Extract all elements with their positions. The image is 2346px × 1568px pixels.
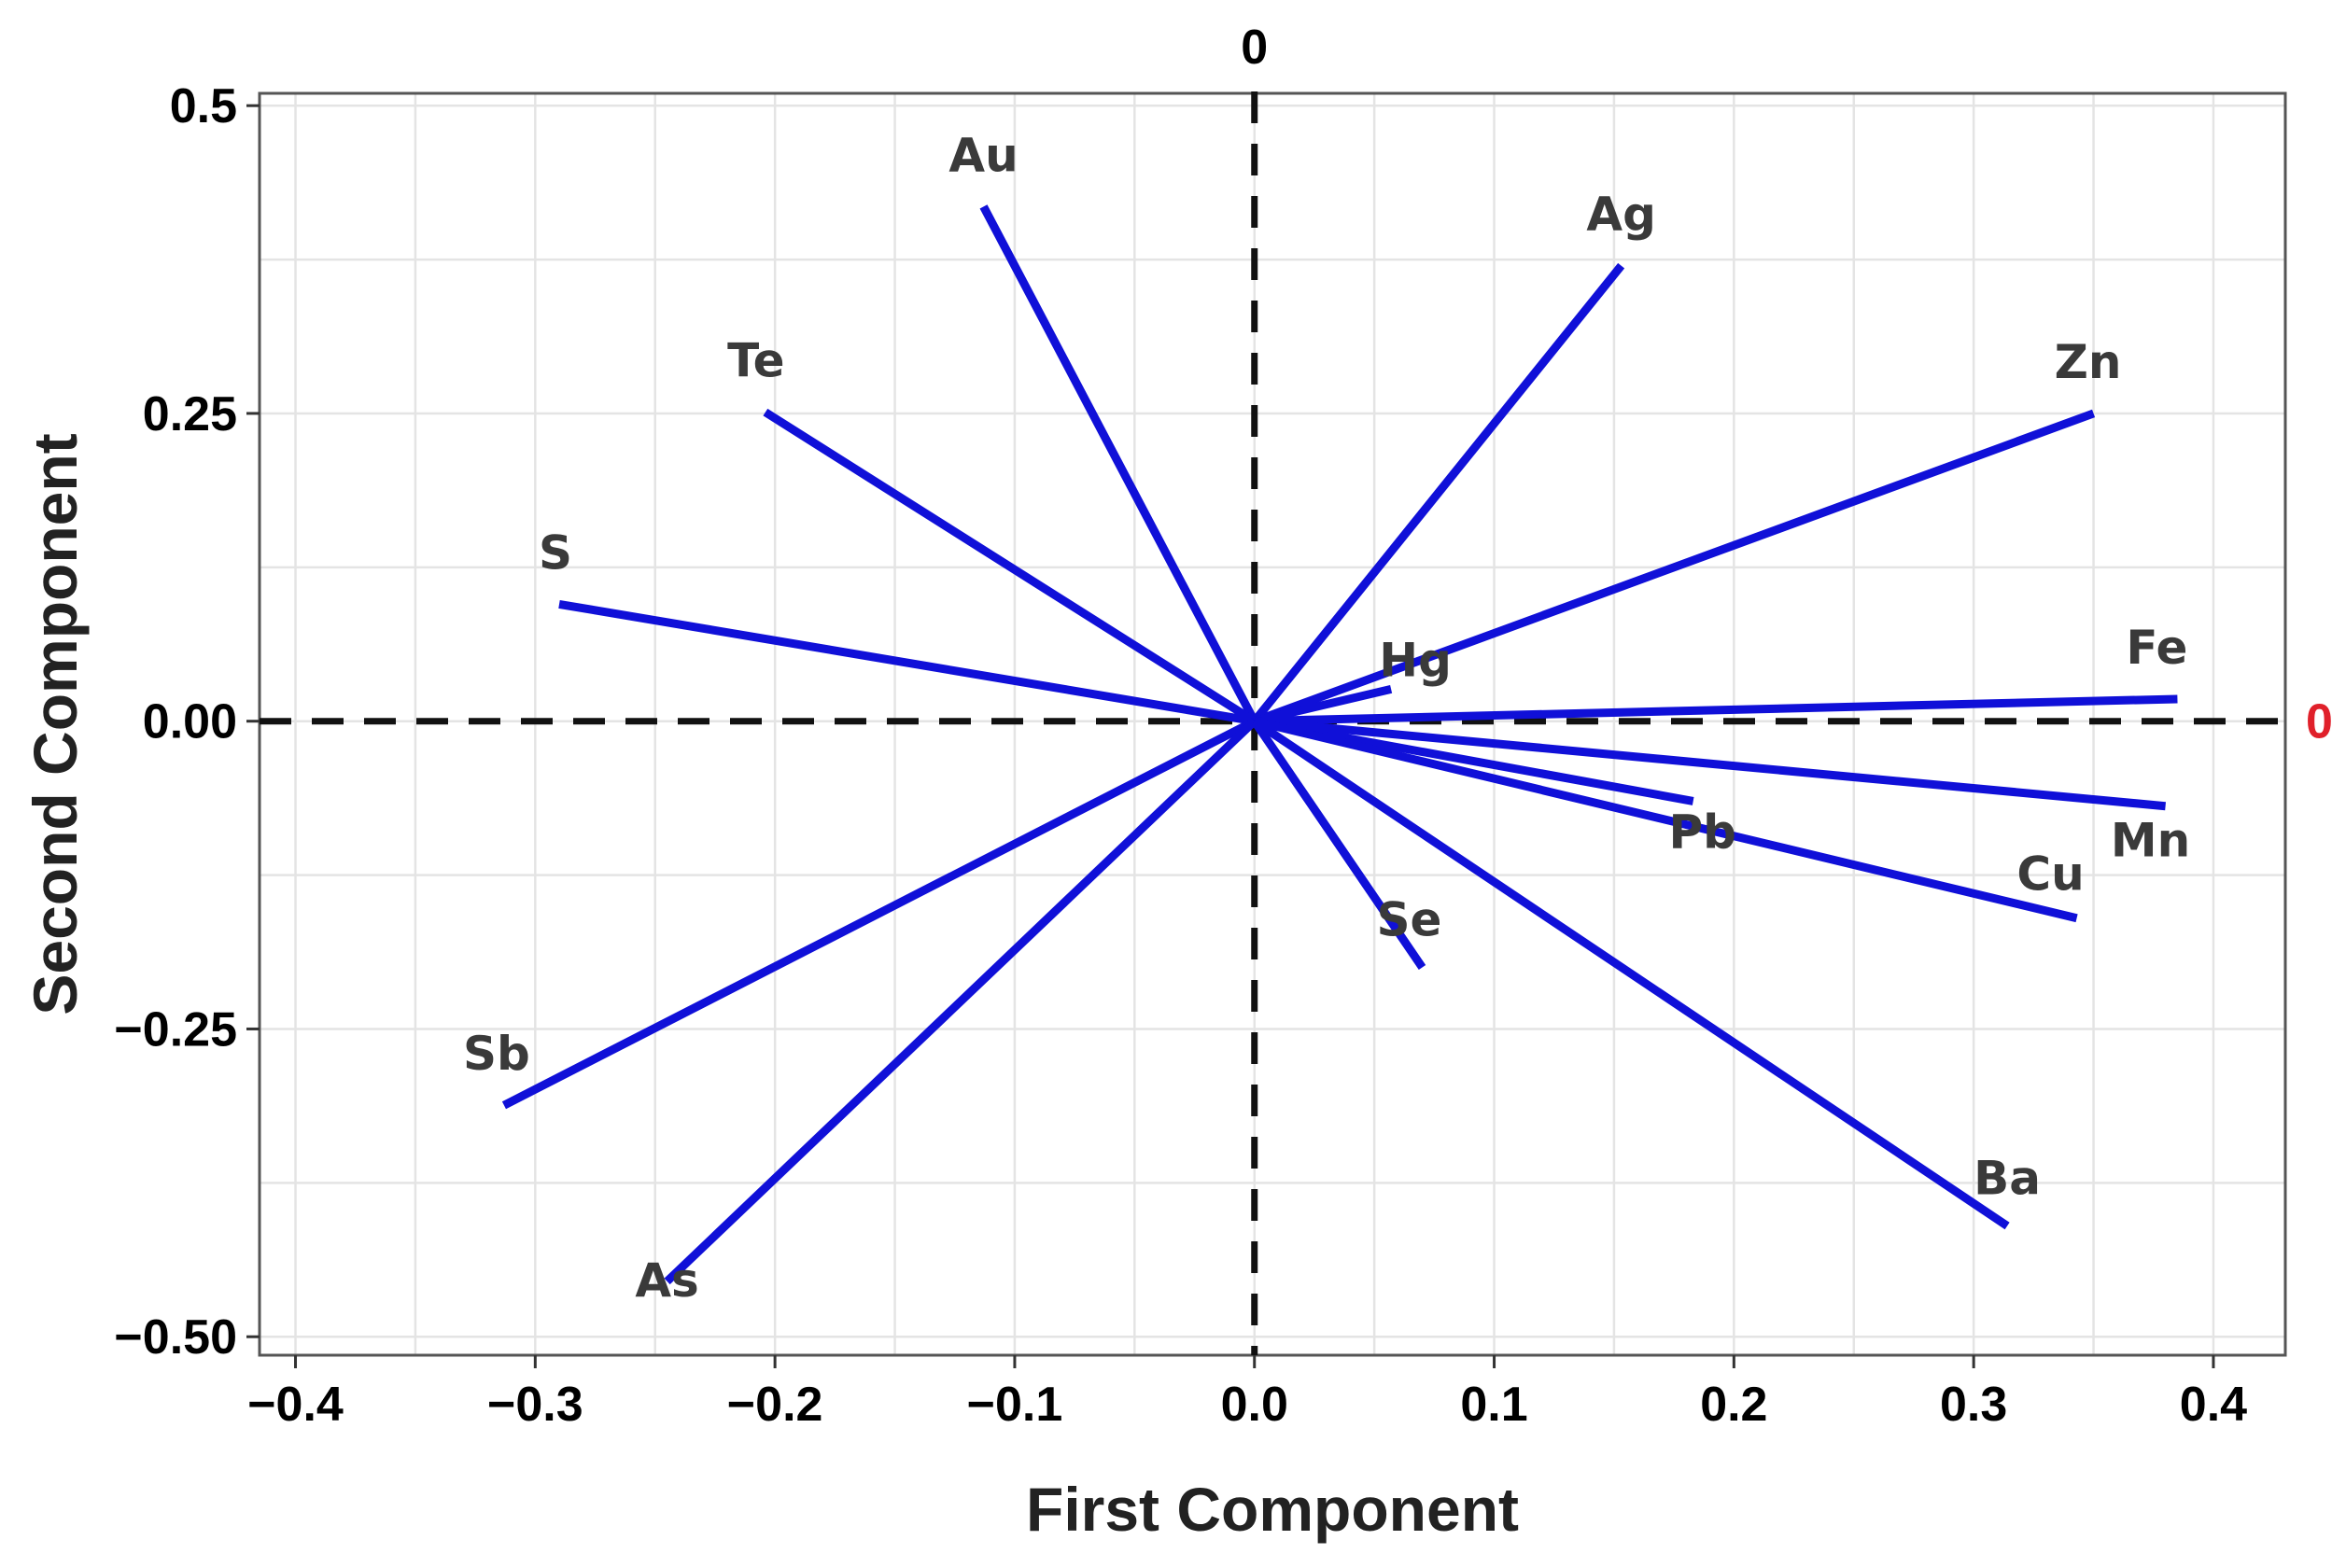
- vector-label-s: S: [539, 525, 572, 580]
- x-tick-label: −0.2: [727, 1378, 823, 1432]
- x-tick-label: 0.4: [2180, 1378, 2247, 1432]
- vector-as: [664, 718, 1257, 1285]
- vector-label-se: Se: [1377, 893, 1442, 947]
- y-tick-label: 0.00: [143, 695, 237, 749]
- vector-sb: [501, 717, 1257, 1110]
- vector-au: [979, 204, 1258, 723]
- y-axis-title: Second Component: [21, 433, 90, 1015]
- x-tick-label: −0.3: [487, 1378, 583, 1432]
- horizontal-reference-label: 0: [2306, 695, 2333, 749]
- vector-label-au: Au: [948, 128, 1018, 182]
- vector-label-zn: Zn: [2055, 335, 2122, 389]
- x-axis-ticks: −0.4 −0.3 −0.2 −0.1 0.0 0.1 0.2 0.3 0.4: [247, 1355, 2247, 1432]
- loading-vectors: [501, 204, 2178, 1285]
- x-tick-label: 0.0: [1221, 1378, 1288, 1432]
- vector-label-pb: Pb: [1668, 805, 1735, 859]
- x-axis-title: First Component: [1026, 1475, 1519, 1544]
- vector-label-ag: Ag: [1586, 188, 1656, 242]
- y-axis-ticks: 0.5 0.25 0.00 −0.25 −0.50: [114, 79, 260, 1365]
- vector-se: [1251, 719, 1426, 971]
- vector-label-ba: Ba: [1974, 1152, 2041, 1206]
- vector-label-sb: Sb: [463, 1027, 530, 1081]
- vector-zn: [1253, 409, 2096, 725]
- x-tick-label: −0.4: [247, 1378, 344, 1432]
- vector-ba: [1252, 717, 2010, 1230]
- x-tick-label: 0.3: [1940, 1378, 2007, 1432]
- vector-te: [763, 408, 1257, 725]
- vector-ag: [1251, 262, 1625, 724]
- x-tick-label: −0.1: [967, 1378, 1063, 1432]
- vector-mn: [1254, 717, 2167, 811]
- y-tick-label: −0.25: [114, 1002, 237, 1057]
- vector-label-as: As: [635, 1253, 698, 1308]
- variable-labels: Au Ag Te Zn S Hg Fe Pb Mn Cu Se Sb As Ba: [463, 128, 2190, 1308]
- x-tick-label: 0.1: [1460, 1378, 1527, 1432]
- vector-fe: [1254, 694, 2178, 726]
- y-tick-label: 0.25: [143, 387, 237, 441]
- vector-cu: [1253, 717, 2078, 923]
- y-tick-label: 0.5: [170, 79, 237, 133]
- vector-label-hg: Hg: [1379, 633, 1452, 687]
- vector-label-mn: Mn: [2111, 814, 2190, 868]
- vector-label-fe: Fe: [2126, 621, 2187, 675]
- x-tick-label: 0.2: [1700, 1378, 1767, 1432]
- vector-s: [558, 599, 1256, 726]
- y-tick-label: −0.50: [114, 1310, 237, 1365]
- vector-hg: [1253, 685, 1393, 726]
- vertical-reference-label: 0: [1241, 21, 1268, 75]
- vector-label-cu: Cu: [2016, 847, 2084, 902]
- vector-label-te: Te: [727, 334, 784, 388]
